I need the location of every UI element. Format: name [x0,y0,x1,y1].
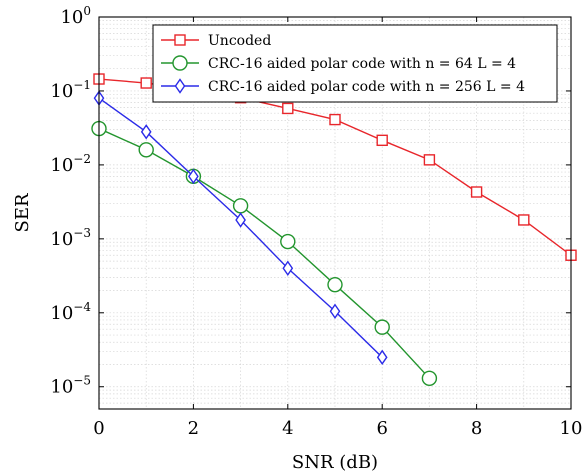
circle-marker [374,319,390,335]
y-tick-label: 10−3 [50,226,91,250]
circle-marker [327,276,343,293]
x-tick-label: 8 [471,418,482,439]
legend-label: CRC-16 aided polar code with n = 256 L =… [208,79,525,95]
legend: Uncoded CRC-16 aided polar code with n = … [152,24,558,103]
diamond-marker [188,168,199,185]
square-marker [282,102,294,115]
diamond-marker [140,124,152,140]
plot-frame [98,16,572,410]
y-tick-label: 100 [60,4,91,28]
y-axis-label: SER [12,193,33,232]
circle-marker [172,55,188,71]
diamond-marker [376,349,388,366]
x-tick-label: 2 [188,418,199,439]
square-marker [470,186,483,198]
diamond-marker [174,78,186,94]
x-tick-label: 10 [560,418,583,439]
legend-label: CRC-16 aided polar code with n = 64 L = … [208,56,516,72]
legend-box [152,24,558,103]
series-1 [91,120,438,387]
circle-marker [280,233,296,250]
legend-label: Uncoded [208,33,271,49]
square-marker [329,113,341,126]
circle-marker [421,370,438,387]
diamond-marker [329,303,341,319]
x-tick-label: 0 [93,418,104,439]
square-marker [174,34,186,46]
series-line [98,127,430,379]
y-tick-label: 10−4 [50,300,91,324]
diamond-marker [282,260,294,277]
series-layer [91,73,577,387]
diamond-marker [235,212,246,228]
legend-item: Uncoded [161,33,271,49]
axis-ticks: 0 2 4 6 8 10 100 10−1 10−2 10−3 10−4 10−5 [50,4,582,439]
circle-marker [138,142,154,158]
series-2 [93,90,388,366]
y-tick-label: 10−5 [50,374,91,398]
square-marker [423,154,436,166]
x-axis-label: SNR (dB) [292,452,378,473]
x-tick-label: 6 [376,418,387,439]
legend-item: CRC-16 aided polar code with n = 64 L = … [161,55,516,72]
legend-item: CRC-16 aided polar code with n = 256 L =… [161,78,525,95]
y-tick-label: 10−2 [50,152,91,176]
square-marker [376,134,388,147]
x-tick-label: 4 [282,418,293,439]
y-tick-label: 10−1 [50,78,91,102]
square-marker [140,77,152,89]
circle-marker [232,198,249,214]
square-marker [518,214,530,226]
